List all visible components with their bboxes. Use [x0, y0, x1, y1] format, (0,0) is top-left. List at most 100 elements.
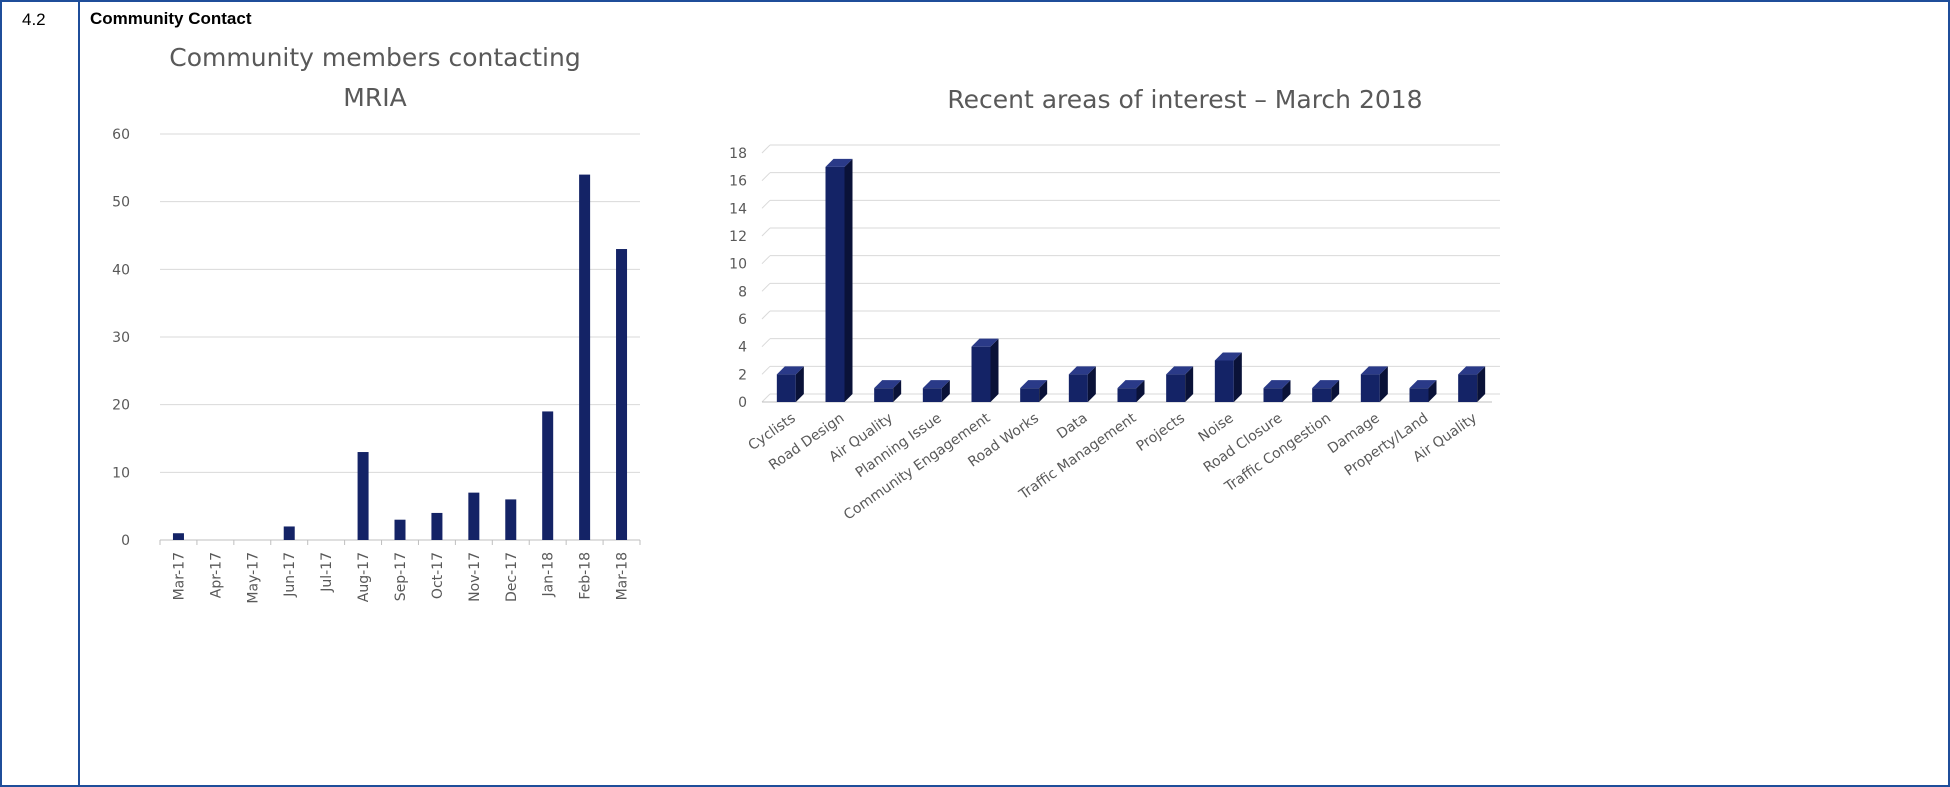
chart2-gridline-diag [761, 227, 771, 237]
chart2-y-tick-label: 6 [738, 312, 747, 328]
chart2-x-tick-label: Property/Land [1342, 410, 1432, 479]
chart2-bar-side [1087, 366, 1096, 402]
chart1-bar [468, 492, 480, 540]
chart2-gridline-diag [761, 144, 771, 154]
chart1-x-tick-label: Feb-18 [578, 552, 594, 600]
chart2-bar-front [874, 388, 894, 402]
bottom-border [0, 785, 1950, 787]
chart1-bar [616, 249, 628, 541]
chart2-bar [1166, 366, 1194, 402]
chart1-y-tick-label: 30 [112, 330, 130, 346]
chart2-gridline-diag [761, 338, 771, 348]
chart2-bar-side [1477, 366, 1486, 402]
chart1-bar [357, 452, 369, 540]
chart2-gridline-diag [761, 199, 771, 209]
chart1-bar [542, 411, 554, 540]
chart2-bar-side [990, 338, 999, 402]
chart1-y-tick-label: 50 [112, 195, 130, 211]
chart1-title-line1: Community members contacting [169, 43, 580, 72]
chart2-bar-front [1068, 374, 1088, 402]
chart1-gridlines [160, 133, 640, 541]
chart1-x-axis: Mar-17 Apr-17 May-17 Jun-17 Jul-17 Aug-17 Sep-… [159, 540, 641, 604]
chart2-y-tick-label: 0 [738, 395, 747, 411]
chart1-x-tick-label: Oct-17 [430, 552, 446, 599]
chart2-bar-front [776, 374, 796, 402]
chart1-x-tick-label: Jan-18 [541, 552, 557, 597]
chart2-bar-top [922, 380, 950, 389]
chart2-bar-top [1166, 366, 1194, 375]
chart2-y-tick-label: 4 [738, 340, 747, 356]
chart1-bar [394, 519, 406, 540]
chart1-bar [431, 512, 443, 540]
chart2-gridline-diag [761, 310, 771, 320]
chart2-bar [825, 158, 853, 402]
chart2-y-axis: 0 2 4 6 8 10 12 14 16 18 [729, 146, 747, 411]
chart2-bar [1020, 380, 1048, 402]
chart1-x-tick-label: Dec-17 [504, 552, 520, 602]
chart2-gridline-diag [761, 365, 771, 375]
chart2-x-tick-label: Noise [1196, 410, 1237, 445]
left-border [0, 0, 2, 787]
chart1-x-tick-label: Mar-18 [615, 552, 631, 600]
chart2-x-tick-label: Projects [1134, 410, 1188, 455]
chart2-bar-front [1214, 360, 1234, 402]
chart2-bar-front [1020, 388, 1040, 402]
chart2-bar-front [1458, 374, 1478, 402]
chart1-y-tick-label: 0 [121, 533, 130, 549]
chart1-bar [283, 526, 295, 540]
chart2-bar [874, 380, 902, 402]
chart1-bar [505, 499, 517, 540]
chart2-gridline-diag [761, 172, 771, 182]
chart2-bar-side [1282, 380, 1291, 402]
chart1-y-tick-label: 10 [112, 465, 130, 481]
chart2-bar-side [1379, 366, 1388, 402]
chart2-y-tick-label: 2 [738, 367, 747, 383]
chart2-bar-side [1039, 380, 1048, 402]
chart1-x-tick-label: Jun-17 [282, 552, 298, 598]
chart2-y-tick-label: 12 [729, 229, 747, 245]
chart2-bar [1263, 380, 1291, 402]
chart2-bar-top [776, 366, 804, 375]
chart2-gridline-diag [761, 255, 771, 265]
chart2-gridline-diag [761, 282, 771, 292]
chart2-x-tick-label: Data [1054, 410, 1091, 442]
chart1-x-tick-label: Mar-17 [171, 552, 187, 600]
chart2-bar-top [825, 158, 853, 167]
top-border [0, 0, 1950, 2]
chart-community-contacts: Community members contacting MRIA 0 10 20 3… [112, 43, 641, 604]
chart1-y-tick-label: 40 [112, 262, 130, 278]
chart1-x-tick-label: Apr-17 [208, 552, 224, 598]
chart2-bar [922, 380, 950, 402]
chart2-bar-top [1263, 380, 1291, 389]
chart1-bar [579, 174, 591, 540]
chart2-gridline-diag [761, 393, 771, 403]
chart2-bar-side [1428, 380, 1437, 402]
chart1-title-line2: MRIA [343, 83, 406, 112]
chart2-bar-front [1117, 388, 1137, 402]
section-number: 4.2 [22, 10, 46, 29]
chart1-x-tick-label: Jul-17 [319, 552, 335, 593]
chart2-bar-top [971, 338, 999, 347]
right-border [1948, 0, 1950, 787]
chart2-bar-side [1185, 366, 1194, 402]
chart1-y-tick-label: 60 [112, 127, 130, 143]
section-title: Community Contact [90, 9, 252, 28]
chart2-bar [1360, 366, 1388, 402]
chart2-bar-top [1020, 380, 1048, 389]
chart-areas-of-interest: Recent areas of interest – March 2018 0 2… [729, 85, 1500, 524]
chart2-y-tick-label: 8 [738, 284, 747, 300]
chart1-y-tick-label: 20 [112, 398, 130, 414]
chart1-bars [172, 174, 628, 541]
chart2-bar-top [1458, 366, 1486, 375]
chart2-bar-top [1360, 366, 1388, 375]
chart2-y-tick-label: 18 [729, 146, 747, 162]
chart2-bar [1214, 352, 1242, 402]
chart2-bar-top [874, 380, 902, 389]
chart2-bar [971, 338, 999, 402]
chart2-y-tick-label: 16 [729, 174, 747, 190]
chart2-bars [776, 158, 1486, 402]
chart2-y-tick-label: 14 [729, 201, 747, 217]
chart2-bar-side [1136, 380, 1145, 402]
